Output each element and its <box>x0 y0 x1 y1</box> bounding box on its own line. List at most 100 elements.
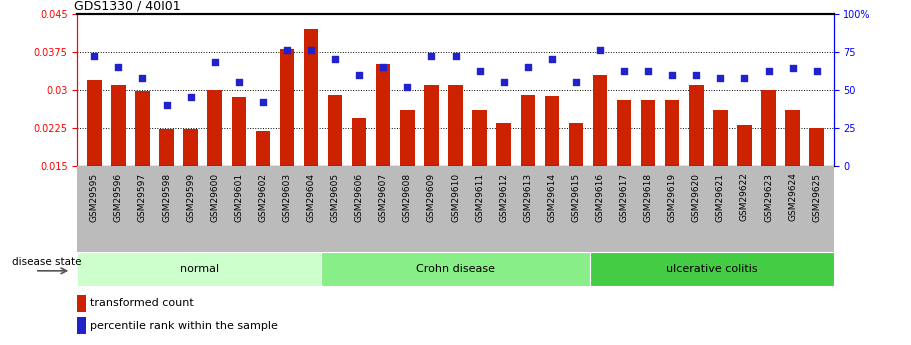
Point <box>400 84 415 89</box>
Point <box>713 75 728 80</box>
Point <box>328 57 343 62</box>
Bar <box>617 100 631 242</box>
Point <box>111 64 126 70</box>
Bar <box>425 85 438 242</box>
Bar <box>77 252 322 286</box>
Text: GSM29610: GSM29610 <box>451 172 460 221</box>
Bar <box>328 95 343 242</box>
Text: GSM29595: GSM29595 <box>90 172 98 221</box>
Bar <box>135 91 149 242</box>
Text: GSM29598: GSM29598 <box>162 172 171 221</box>
Text: GSM29611: GSM29611 <box>475 172 484 221</box>
Text: GSM29601: GSM29601 <box>234 172 243 221</box>
Text: GSM29606: GSM29606 <box>354 172 363 221</box>
Bar <box>473 110 486 242</box>
Point <box>472 69 486 74</box>
Point <box>762 69 776 74</box>
Bar <box>448 85 463 242</box>
Bar <box>322 252 589 286</box>
Bar <box>568 122 583 242</box>
Point <box>280 48 294 53</box>
Bar <box>77 317 86 334</box>
Point <box>352 72 366 77</box>
Text: GSM29608: GSM29608 <box>403 172 412 221</box>
Point <box>520 64 535 70</box>
Text: GSM29620: GSM29620 <box>691 172 701 221</box>
Point <box>568 79 583 85</box>
Point <box>135 75 149 80</box>
Bar <box>376 65 391 241</box>
Bar <box>810 128 824 241</box>
Text: GSM29607: GSM29607 <box>379 172 388 221</box>
Point <box>448 53 463 59</box>
Text: GSM29623: GSM29623 <box>764 172 773 221</box>
Bar <box>159 129 174 242</box>
Text: normal: normal <box>179 264 219 274</box>
Bar <box>400 110 415 242</box>
Point <box>231 79 246 85</box>
Text: GSM29621: GSM29621 <box>716 172 725 221</box>
Bar <box>496 122 511 242</box>
Text: percentile rank within the sample: percentile rank within the sample <box>89 321 278 331</box>
Text: GSM29609: GSM29609 <box>427 172 436 221</box>
Text: GDS1330 / 40I01: GDS1330 / 40I01 <box>74 0 180 13</box>
Text: GSM29600: GSM29600 <box>210 172 220 221</box>
Text: GSM29597: GSM29597 <box>138 172 147 221</box>
Bar <box>713 110 728 242</box>
Bar <box>87 80 101 242</box>
Text: GSM29618: GSM29618 <box>644 172 652 221</box>
Bar <box>737 125 752 242</box>
Text: GSM29617: GSM29617 <box>619 172 629 221</box>
Bar <box>256 131 270 241</box>
Text: Crohn disease: Crohn disease <box>416 264 495 274</box>
Text: GSM29619: GSM29619 <box>668 172 677 221</box>
Text: GSM29603: GSM29603 <box>282 172 292 221</box>
Text: GSM29612: GSM29612 <box>499 172 508 221</box>
Text: GSM29605: GSM29605 <box>331 172 340 221</box>
Point <box>617 69 631 74</box>
Text: GSM29604: GSM29604 <box>306 172 315 221</box>
Bar <box>208 90 222 242</box>
Point <box>593 48 608 53</box>
Bar <box>689 85 703 242</box>
Point <box>425 53 439 59</box>
Bar <box>303 29 318 242</box>
Bar <box>280 49 294 242</box>
Text: GSM29625: GSM29625 <box>813 172 821 221</box>
Bar <box>665 100 680 242</box>
Point <box>208 60 222 65</box>
Text: GSM29602: GSM29602 <box>259 172 267 221</box>
Point <box>665 72 680 77</box>
Bar <box>785 110 800 242</box>
Point <box>183 95 198 100</box>
Text: GSM29614: GSM29614 <box>548 172 557 221</box>
Point <box>809 69 824 74</box>
Bar <box>545 96 559 242</box>
Point <box>545 57 559 62</box>
Bar <box>77 295 86 312</box>
Bar <box>593 75 608 242</box>
Point <box>496 79 511 85</box>
Bar <box>641 100 655 242</box>
Bar <box>231 97 246 242</box>
Point <box>303 48 318 53</box>
Bar <box>520 95 535 242</box>
Point <box>640 69 655 74</box>
Text: GSM29599: GSM29599 <box>186 172 195 221</box>
Bar <box>762 90 776 242</box>
Text: GSM29616: GSM29616 <box>596 172 605 221</box>
Point <box>87 53 102 59</box>
Point <box>159 102 174 108</box>
Text: disease state: disease state <box>12 257 81 266</box>
Point <box>376 64 391 70</box>
Point <box>689 72 703 77</box>
Text: GSM29624: GSM29624 <box>788 172 797 221</box>
Text: GSM29613: GSM29613 <box>523 172 532 221</box>
Bar <box>589 252 834 286</box>
Text: transformed count: transformed count <box>89 298 193 308</box>
Bar <box>352 118 366 242</box>
Text: ulcerative colitis: ulcerative colitis <box>666 264 757 274</box>
Text: GSM29596: GSM29596 <box>114 172 123 221</box>
Point <box>737 75 752 80</box>
Point <box>785 66 800 71</box>
